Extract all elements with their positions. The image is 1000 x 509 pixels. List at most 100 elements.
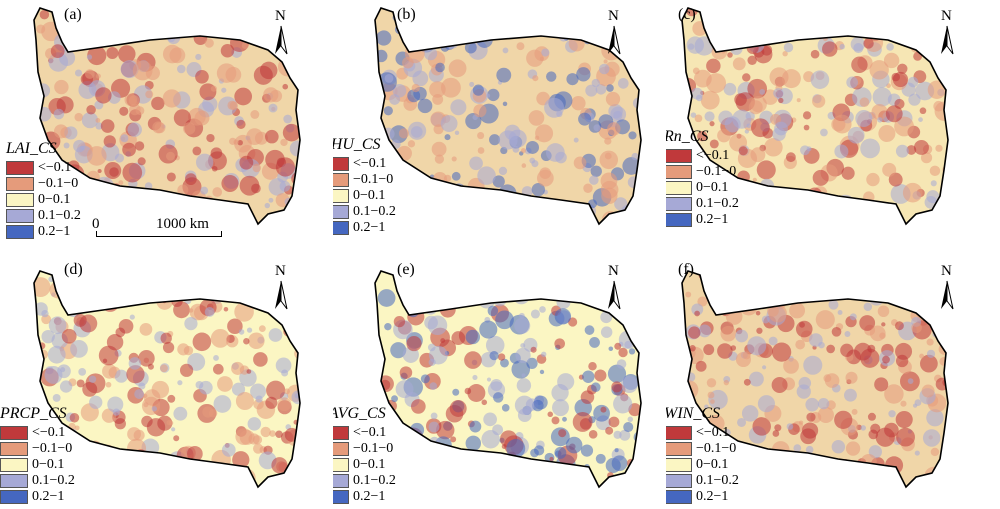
map-patch (604, 137, 612, 145)
legend-swatch (666, 165, 692, 179)
map-patch (598, 63, 610, 75)
map-patch (603, 59, 608, 64)
map-patch (810, 70, 830, 89)
map-patch (166, 151, 175, 161)
map-patch (184, 316, 198, 331)
map-patch (398, 128, 410, 139)
map-patch (895, 271, 901, 276)
map-patch (750, 95, 767, 113)
map-patch (195, 69, 209, 84)
map-patch (920, 354, 938, 373)
map-patch (526, 465, 536, 475)
legend-swatch (0, 458, 28, 472)
map-patch (417, 98, 433, 114)
map-patch (252, 443, 264, 454)
map-patch (741, 405, 759, 422)
map-patch (219, 8, 230, 18)
map-patch (806, 412, 816, 422)
map-patch (539, 306, 546, 313)
map-patch (810, 49, 820, 59)
map-patch (744, 471, 761, 487)
map-patch (160, 332, 172, 344)
map-patch (742, 73, 751, 82)
map-patch (268, 328, 283, 342)
map-patch (234, 87, 253, 106)
map-patch (521, 163, 527, 168)
map-patch (467, 384, 486, 402)
map-patch (900, 400, 907, 407)
panel-letter: (b) (397, 6, 416, 23)
map-patch (128, 357, 142, 370)
map-patch (732, 109, 752, 129)
map-patch (874, 377, 889, 392)
map-patch (851, 408, 858, 415)
map-patch (410, 399, 426, 414)
map-patch (930, 180, 937, 187)
map-patch (251, 272, 271, 292)
map-patch (271, 457, 288, 474)
map-patch (255, 15, 261, 21)
legend-label: 0−0.1 (696, 457, 729, 472)
map-patch (808, 196, 819, 207)
map-patch (929, 165, 941, 177)
map-patch (882, 274, 898, 290)
map-patch (578, 112, 592, 126)
map-patch (812, 169, 829, 186)
map-patch (926, 349, 936, 358)
map-patch (173, 109, 191, 127)
map-patch (781, 69, 801, 89)
map-patch (844, 388, 857, 402)
map-patch (501, 444, 507, 449)
map-patch (506, 439, 526, 458)
map-patch (739, 195, 757, 212)
map-patch (466, 472, 471, 477)
legend-swatch (6, 161, 34, 175)
legend-label: 0−0.1 (353, 188, 386, 203)
map-patch (613, 394, 633, 414)
map-patch (554, 338, 565, 349)
map-patch (63, 142, 70, 149)
map-patch (859, 315, 876, 331)
map-patch (867, 412, 876, 421)
map-patch (589, 337, 600, 348)
legend-swatch (333, 474, 349, 488)
map-patch (74, 304, 79, 309)
panel-letter: (e) (397, 261, 415, 278)
map-patch (187, 14, 193, 21)
map-patch (193, 278, 200, 285)
map-patch (828, 299, 839, 310)
map-patch (689, 345, 696, 352)
map-patch (782, 51, 788, 57)
map-patch (384, 73, 394, 83)
map-patch (764, 137, 783, 157)
map-patch (608, 416, 620, 428)
map-patch (895, 354, 909, 368)
map-patch (706, 378, 717, 388)
map-patch (788, 24, 805, 41)
map-patch (756, 327, 763, 334)
map-patch (122, 142, 136, 157)
map-patch (851, 56, 868, 73)
map-patch (536, 169, 554, 187)
map-patch (239, 155, 254, 170)
map-patch (61, 328, 77, 344)
map-patch (124, 93, 138, 107)
map-patch (585, 18, 594, 28)
map-patch (631, 152, 639, 161)
map-patch (489, 134, 501, 146)
map-patch (918, 117, 923, 122)
map-patch (820, 474, 834, 487)
map-patch (748, 371, 764, 387)
map-patch (516, 462, 524, 470)
map-patch (573, 156, 587, 170)
legend-label: 0.1−0.2 (32, 473, 75, 488)
map-patch (833, 203, 842, 213)
map-panel-e: (e) N TAVG_CS <−0.1−0.1−00−0.10.1−0.20.2… (333, 255, 666, 509)
map-patch (47, 345, 66, 364)
map-patch (432, 464, 438, 469)
map-patch (606, 84, 614, 92)
map-patch (756, 160, 776, 180)
map-patch (498, 194, 505, 201)
map-patch (120, 21, 125, 26)
map-patch (177, 184, 189, 196)
